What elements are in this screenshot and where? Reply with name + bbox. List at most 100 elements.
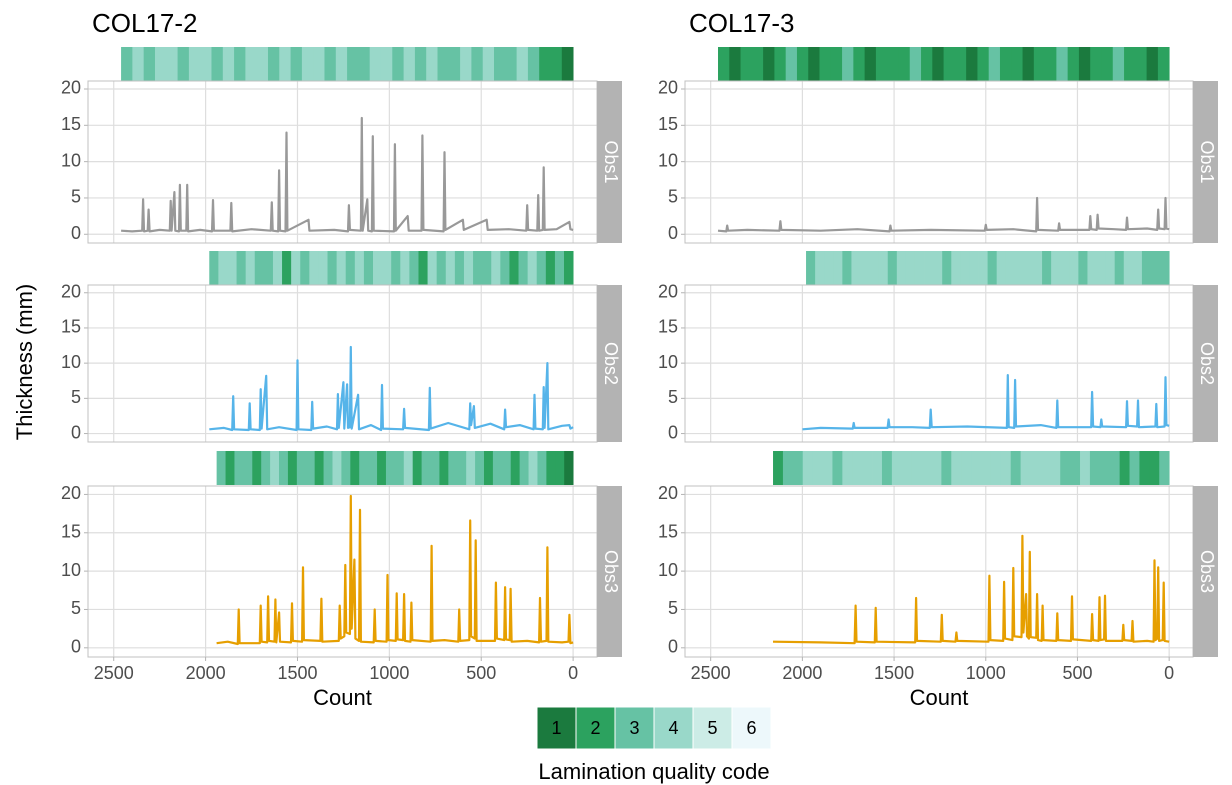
lamination-stripe [898,47,911,81]
lamination-stripe [439,451,449,485]
lamination-stripe [373,251,383,285]
lamination-stripe [999,47,1012,81]
lamination-stripe [988,47,1001,81]
lamination-stripe [454,251,465,285]
lamination-stripe [527,47,540,81]
strip-background [597,285,622,442]
y-tick-label: 15 [61,317,81,337]
lamination-stripe [279,451,289,485]
lamination-stripe [403,451,414,485]
y-tick-label: 15 [61,522,81,542]
lamination-stripe [862,451,873,485]
lamination-stripe [1050,451,1061,485]
lamination-stripe [921,451,932,485]
lamination-stripe [510,451,521,485]
lamination-stripe [245,47,258,81]
lamination-stripe [132,47,145,81]
strip-label: Obs1 [1197,140,1217,183]
lamination-stripe [977,47,990,81]
lamination-stripe [909,47,922,81]
lamination-stripe [1151,251,1161,285]
legend-swatch [692,706,733,750]
lamination-stripe [1078,251,1088,285]
lamination-stripe [943,47,956,81]
lamination-stripe [1119,451,1130,485]
lamination-stripe [287,451,298,485]
legend-code: 4 [668,718,678,738]
strip-background [597,486,622,657]
x-tick-label: 2000 [782,663,822,683]
lamination-stripe [555,451,565,485]
lamination-stripe [842,47,854,81]
x-tick-label: 1000 [369,663,409,683]
lamination-stripe [960,251,970,285]
lamination-stripe [209,251,219,285]
x-tick-label: 0 [568,663,578,683]
lamination-stripe [1032,251,1043,285]
lamination-stripe [1080,451,1091,485]
legend-code: 3 [629,718,639,738]
lamination-stripe [1141,251,1152,285]
lamination-stripe [550,47,563,81]
lamination-stripe [282,251,292,285]
lamination-stripe [300,251,310,285]
lamination-stripe [554,251,565,285]
lamination-stripe [437,47,450,81]
data-line [216,494,574,646]
data-line [772,534,1170,645]
lamination-stripe [881,451,893,485]
lamination-stripe [427,251,438,285]
lamination-stripe [1070,451,1081,485]
lamination-stripe [475,451,485,485]
lamination-stripe [1139,451,1150,485]
lamination-stripe [368,451,378,485]
lamination-stripe [872,451,883,485]
lamination-stripe [309,251,319,285]
data-line [802,374,1170,431]
lamination-stripe [509,251,519,285]
lamination-stripe [546,451,556,485]
lamination-stripe [412,451,423,485]
lamination-stripe [392,47,404,81]
lamination-stripe [878,251,889,285]
lamination-stripe [1056,47,1069,81]
lamination-stripe [971,451,982,485]
lamination-stripe [267,47,280,81]
lamination-stripe [1020,451,1031,485]
lamination-stripe [931,451,942,485]
y-tick-label: 5 [668,598,678,618]
strip-label: Obs3 [1197,550,1217,593]
lamination-stripe [961,451,972,485]
lamination-stripe [830,47,843,81]
lamination-stripe [457,451,467,485]
x-tick-label: 500 [466,663,496,683]
y-tick-label: 15 [658,317,678,337]
lamination-stripe [792,451,804,485]
lamination-stripe [421,451,431,485]
data-line [209,345,574,432]
lamination-stripe [403,47,416,81]
panel-title: COL17-3 [689,8,795,38]
x-tick-label: 1000 [966,663,1006,683]
lamination-stripe [359,451,369,485]
lamination-stripe [1011,47,1023,81]
lamination-stripe [369,47,382,81]
lamination-stripe [822,451,833,485]
lamination-stripe [482,47,495,81]
lamination-stripe [763,47,775,81]
lamination-stripe [1060,251,1070,285]
lamination-stripe [492,451,503,485]
lamination-stripe [426,47,438,81]
y-tick-label: 5 [668,187,678,207]
lamination-stripe [256,47,269,81]
lamination-stripe [819,47,832,81]
x-tick-label: 500 [1062,663,1092,683]
lamination-stripe [227,251,237,285]
lamination-stripe [505,47,518,81]
lamination-stripe [842,251,852,285]
lamination-stripe [933,251,943,285]
lamination-stripe [216,451,226,485]
lamination-stripe [1014,251,1025,285]
lamination-stripe [254,251,265,285]
x-tick-label: 2000 [186,663,226,683]
